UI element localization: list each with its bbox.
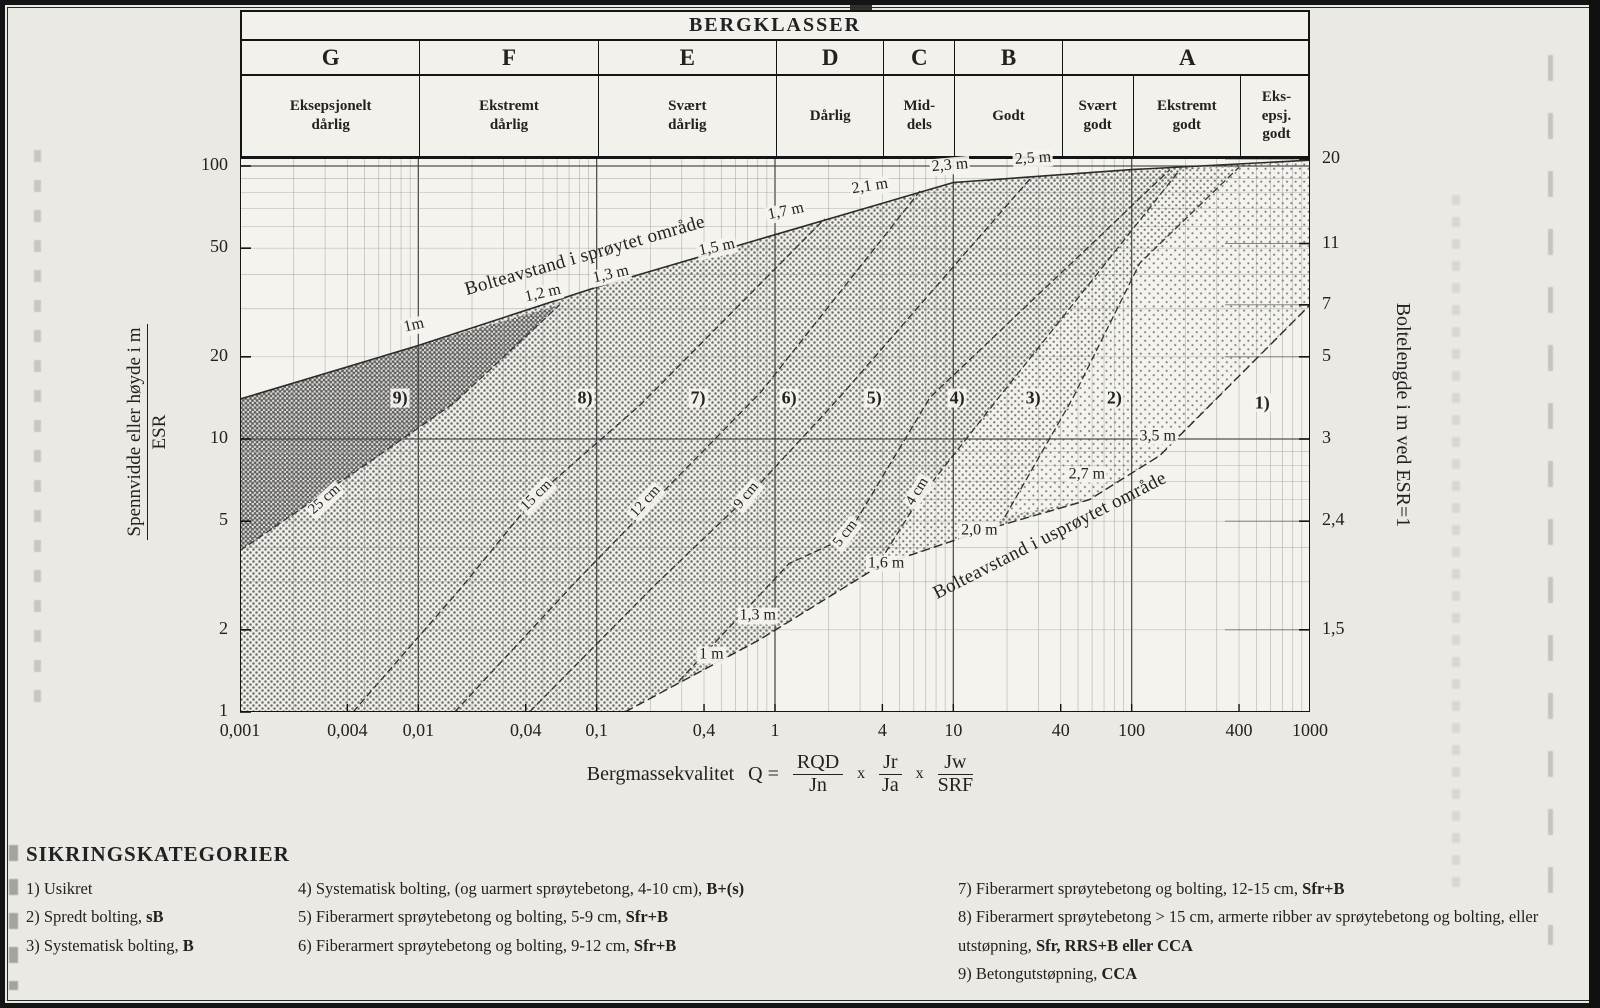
class-letter-E: E [599, 41, 777, 74]
class-letter-G: G [242, 41, 421, 74]
class-desc-1: Ekstremt dårlig [420, 76, 599, 156]
legend-item-9: 9) Betongutstøpning, CCA [958, 964, 1138, 984]
x-tick-0,4: 0,4 [692, 720, 716, 740]
support-categories-legend: SIKRINGSKATEGORIER 1) Usikret 2) Spredt b… [26, 842, 1571, 983]
x-tick-4: 4 [877, 720, 887, 740]
bergklasser-description-row: Eksepsjonelt dårlig Ekstremt dårlig Svært dår… [242, 76, 1308, 156]
y-right-tick-2,4: 2,4 [1322, 509, 1345, 530]
y-left-title-numerator: Spennvidde eller høyde i m [123, 323, 148, 541]
legend-item-5: 5) Fiberarmert sprøytebetong og bolting,… [298, 907, 669, 927]
x-tick-400: 400 [1225, 720, 1253, 740]
scan-edge-bar [1589, 0, 1600, 1008]
legend-item-4: 4) Systematisk bolting, (og uarmert sprø… [298, 879, 745, 898]
x-tick-0,004: 0,004 [327, 720, 368, 740]
legend-item-2: 2) Spredt bolting, sB [26, 907, 164, 927]
class-desc-2: Svært dårlig [599, 76, 777, 156]
formula-lhs: Q = [748, 762, 779, 785]
envelope-sprayed-line [240, 159, 1310, 400]
y-right-tick-5: 5 [1322, 344, 1331, 365]
x-tick-10: 10 [944, 720, 963, 740]
class-desc-7: Ekstremt godt [1134, 76, 1241, 156]
legend-title: SIKRINGSKATEGORIER [26, 842, 290, 866]
y-left-tick-5: 5 [219, 509, 228, 530]
class-desc-8: Eks-epsj. godt [1261, 88, 1292, 143]
scan-smudge-left [34, 150, 41, 710]
y-left-tick-50: 50 [210, 236, 228, 257]
x-tick-100: 100 [1118, 720, 1146, 740]
legend-item-7: 7) Fiberarmert sprøytebetong og bolting,… [958, 879, 1345, 898]
formula-fraction-Jr: Jr Ja [879, 752, 902, 796]
x-tick-0,1: 0,1 [585, 720, 608, 740]
legend-item-3: 3) Systematisk bolting, B [26, 935, 194, 955]
legend-item-8: 8) Fiberarmert sprøytebetong > 15 cm, ar… [958, 907, 1539, 955]
formula-fractions: RQD Jn x Jr Ja x Jw SRF [792, 751, 974, 796]
y-right-tick-3: 3 [1322, 427, 1331, 447]
y-right-tick-7: 7 [1322, 292, 1331, 313]
x-tick-1: 1 [770, 720, 780, 740]
y-axis-right-title: Boltelengde i m ved ESR=1 [1392, 302, 1415, 528]
y-axis-left-title: Spennvidde eller høyde i m ESR [115, 267, 179, 597]
y-left-tick-2: 2 [219, 617, 228, 638]
region-zone-2 [1005, 160, 1310, 517]
class-desc-4: Mid-dels [884, 76, 956, 156]
class-letter-A: A [1179, 44, 1196, 70]
y-left-tick-100: 100 [201, 154, 228, 174]
class-desc-0: Eksepsjonelt dårlig [242, 76, 421, 156]
boundary-9-8 [240, 304, 561, 552]
x-tick-0,001: 0,001 [219, 720, 261, 740]
class-desc-6: Svært godt [1063, 76, 1134, 156]
support-chart-plot [240, 158, 1310, 714]
legend-column-3: 7) Fiberarmert sprøytebetong og bolting,… [958, 875, 1570, 989]
legend-column-2: 4) Systematisk bolting, (og uarmert sprø… [298, 875, 958, 960]
class-desc-3: Dårlig [777, 76, 885, 156]
scan-smudge-right [1452, 195, 1460, 895]
x-axis-formula: Bergmassekvalitet Q = RQD Jn x Jr Ja x Jw SRF [420, 752, 1140, 796]
formula-fraction-Jw: Jw SRF [937, 751, 974, 796]
bergklasser-title: BERGKLASSER [242, 12, 1308, 41]
formula-prefix: Bergmassekvalitet [586, 762, 735, 785]
boundary-4-3 [873, 169, 1181, 571]
formula-times: x [915, 765, 924, 782]
class-letter-D: D [777, 41, 885, 74]
class-letter-B: B [955, 41, 1063, 74]
y-right-tick-1,5: 1,5 [1322, 617, 1345, 638]
region-zone-3 [874, 167, 1239, 571]
y-left-tick-20: 20 [210, 344, 228, 365]
support-chart-svg [240, 158, 1310, 713]
formula-times: x [857, 765, 866, 782]
boundary-3-2 [1004, 166, 1240, 517]
x-tick-1000: 1000 [1291, 720, 1328, 740]
legend-item-1: 1) Usikret [26, 879, 93, 898]
class-desc-5: Godt [955, 76, 1063, 156]
x-tick-0,04: 0,04 [509, 720, 542, 740]
x-tick-0,01: 0,01 [402, 720, 435, 740]
y-left-tick-10: 10 [210, 427, 228, 447]
y-left-tick-1: 1 [219, 700, 228, 720]
scan-smudge-left-bottom [9, 845, 18, 990]
class-letter-F: F [420, 41, 599, 74]
y-right-tick-20: 20 [1322, 147, 1340, 168]
legend-item-6: 6) Fiberarmert sprøytebetong og bolting,… [298, 935, 677, 955]
class-letter-C: C [884, 41, 956, 74]
scan-smudge-right-line [1548, 55, 1553, 945]
formula-fraction-RQD: RQD Jn [792, 752, 844, 796]
legend-column-1: 1) Usikret 2) Spredt bolting, sB 3) System… [26, 875, 291, 960]
x-tick-40: 40 [1051, 720, 1070, 740]
y-right-tick-11: 11 [1322, 231, 1340, 252]
y-left-title-denominator: ESR [148, 414, 170, 450]
